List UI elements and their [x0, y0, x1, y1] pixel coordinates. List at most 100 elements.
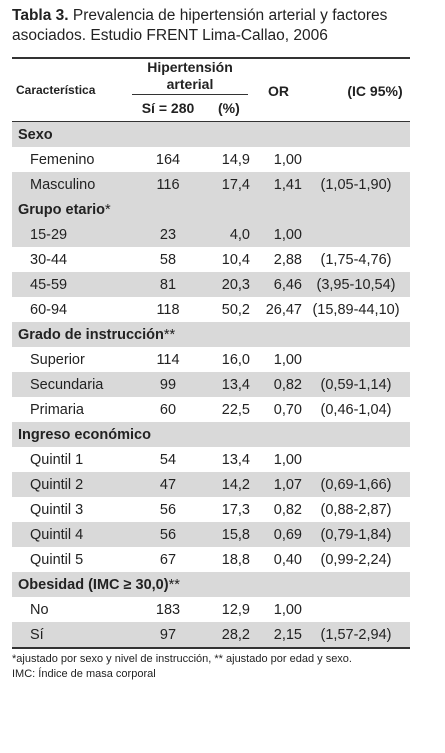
data-row: Sí 97 28,2 2,15 (1,57-2,94)	[12, 622, 410, 647]
table-title: Tabla 3. Prevalencia de hipertensión art…	[12, 6, 412, 46]
data-row: 15-29 23 4,0 1,00	[12, 222, 410, 247]
section-cell: Ingreso económico	[12, 427, 151, 443]
row-label: Superior	[30, 351, 85, 368]
confidence-interval: (3,95-10,54)	[316, 276, 396, 293]
header-ci: (IC 95%)	[347, 83, 403, 99]
percent: 14,9	[221, 151, 250, 168]
percent: 22,5	[221, 401, 250, 418]
percent: 14,2	[221, 476, 250, 493]
row-label: Quintil 2	[30, 476, 84, 493]
percent: 12,9	[221, 601, 250, 618]
confidence-interval: (0,88-2,87)	[320, 501, 392, 518]
section-cell: Grupo etario*	[12, 202, 111, 218]
title-label: Tabla 3.	[12, 7, 69, 24]
header-or: OR	[268, 83, 289, 99]
section-mark: **	[163, 326, 176, 343]
data-row: Femenino 164 14,9 1,00	[12, 147, 410, 172]
section-row: Ingreso económico	[12, 422, 410, 447]
percent: 28,2	[221, 626, 250, 643]
odds-ratio: 6,46	[273, 276, 302, 293]
section-name: Sexo	[18, 126, 53, 143]
row-label: Primaria	[30, 401, 84, 418]
percent: 50,2	[221, 301, 250, 318]
odds-ratio: 0,69	[273, 526, 302, 543]
row-label: Masculino	[30, 176, 96, 193]
title-text: Prevalencia de hipertensión arterial y f…	[12, 7, 388, 44]
odds-ratio: 2,88	[273, 251, 302, 268]
row-label: Quintil 5	[30, 551, 84, 568]
row-label: Quintil 4	[30, 526, 84, 543]
count: 164	[155, 151, 181, 168]
odds-ratio: 0,70	[273, 401, 302, 418]
section-mark: *	[105, 201, 111, 218]
section-name: Ingreso económico	[18, 426, 151, 443]
confidence-interval: (15,89-44,10)	[312, 301, 400, 318]
header-group: Hipertensión arterial	[132, 59, 248, 95]
count: 97	[159, 626, 177, 643]
footnote: *ajustado por sexo y nivel de instrucció…	[12, 653, 352, 665]
confidence-interval: (0,79-1,84)	[320, 526, 392, 543]
section-name: Obesidad (IMC ≥ 30,0)	[18, 576, 169, 593]
section-row: Grupo etario*	[12, 197, 410, 222]
row-label: Secundaria	[30, 376, 104, 393]
count: 99	[159, 376, 177, 393]
count: 116	[156, 176, 180, 193]
data-row: Primaria 60 22,5 0,70 (0,46-1,04)	[12, 397, 410, 422]
odds-ratio: 0,82	[273, 501, 302, 518]
count: 58	[159, 251, 177, 268]
confidence-interval: (1,05-1,90)	[320, 176, 392, 193]
count: 56	[159, 526, 177, 543]
odds-ratio: 1,00	[273, 226, 302, 243]
confidence-interval: (0,46-1,04)	[320, 401, 392, 418]
odds-ratio: 2,15	[273, 626, 302, 643]
footnote: IMC: Índice de masa corporal	[12, 668, 156, 680]
header-n: Sí = 280	[141, 100, 195, 116]
percent: 20,3	[221, 276, 250, 293]
data-row: Secundaria 99 13,4 0,82 (0,59-1,14)	[12, 372, 410, 397]
percent: 17,4	[221, 176, 250, 193]
data-row: Quintil 3 56 17,3 0,82 (0,88-2,87)	[12, 497, 410, 522]
table: Característica Hipertensión arterial Sí …	[12, 57, 410, 649]
count: 60	[159, 401, 177, 418]
percent: 17,3	[221, 501, 250, 518]
data-row: 45-59 81 20,3 6,46 (3,95-10,54)	[12, 272, 410, 297]
confidence-interval: (0,59-1,14)	[320, 376, 392, 393]
odds-ratio: 1,00	[273, 451, 302, 468]
percent: 13,4	[221, 376, 250, 393]
data-row: Masculino 116 17,4 1,41 (1,05-1,90)	[12, 172, 410, 197]
section-row: Obesidad (IMC ≥ 30,0)**	[12, 572, 410, 597]
odds-ratio: 0,40	[273, 551, 302, 568]
table-header: Característica Hipertensión arterial Sí …	[12, 59, 410, 122]
data-row: Quintil 2 47 14,2 1,07 (0,69-1,66)	[12, 472, 410, 497]
section-row: Sexo	[12, 122, 410, 147]
odds-ratio: 1,00	[273, 151, 302, 168]
count: 23	[159, 226, 177, 243]
section-cell: Obesidad (IMC ≥ 30,0)**	[12, 577, 180, 593]
percent: 13,4	[221, 451, 250, 468]
odds-ratio: 0,82	[273, 376, 302, 393]
confidence-interval: (0,69-1,66)	[320, 476, 392, 493]
odds-ratio: 1,00	[273, 351, 302, 368]
data-row: Quintil 4 56 15,8 0,69 (0,79-1,84)	[12, 522, 410, 547]
row-label: No	[30, 601, 49, 618]
section-cell: Grado de instrucción**	[12, 327, 175, 343]
count: 56	[159, 501, 177, 518]
confidence-interval: (1,75-4,76)	[320, 251, 392, 268]
row-label: 15-29	[30, 226, 68, 243]
count: 118	[156, 301, 180, 318]
percent: 16,0	[221, 351, 250, 368]
count: 54	[159, 451, 177, 468]
percent: 18,8	[221, 551, 250, 568]
odds-ratio: 1,07	[273, 476, 302, 493]
confidence-interval: (0,99-2,24)	[320, 551, 392, 568]
data-row: 60-94 118 50,2 26,47 (15,89-44,10)	[12, 297, 410, 322]
data-row: 30-44 58 10,4 2,88 (1,75-4,76)	[12, 247, 410, 272]
percent: 4,0	[229, 226, 250, 243]
row-label: Femenino	[30, 151, 95, 168]
count: 183	[155, 601, 181, 618]
odds-ratio: 1,41	[273, 176, 302, 193]
row-label: 30-44	[30, 251, 68, 268]
percent: 15,8	[221, 526, 250, 543]
row-label: Quintil 3	[30, 501, 84, 518]
